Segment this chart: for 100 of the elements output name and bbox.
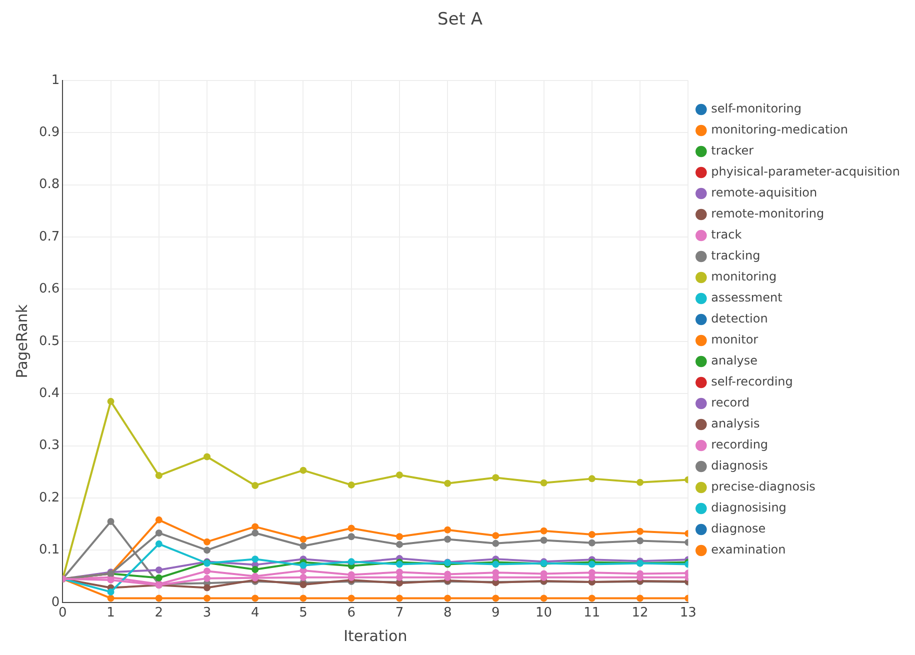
point: [396, 540, 403, 548]
x-tick-label: 6: [347, 606, 356, 621]
point: [636, 478, 644, 486]
point: [492, 474, 500, 482]
point: [155, 574, 162, 582]
point: [444, 536, 452, 543]
legend-label: analysis: [711, 416, 760, 431]
y-tick-label: 0.9: [38, 124, 60, 140]
y-tick-label: 0.8: [38, 177, 60, 192]
point: [300, 562, 307, 569]
point: [252, 594, 259, 602]
legend-label: self-monitoring: [711, 102, 802, 116]
x-tick-label: 8: [443, 606, 452, 621]
point: [588, 539, 596, 546]
point: [396, 533, 403, 540]
chart-title: Set A: [438, 10, 483, 30]
x-tick-label: 11: [584, 606, 600, 621]
x-tick-label: 1: [106, 606, 115, 621]
legend-label: diagnosis: [711, 458, 768, 473]
legend-label: assessment: [711, 290, 783, 305]
x-tick-label: 5: [299, 606, 308, 621]
legend-label: detection: [711, 312, 768, 326]
point: [204, 538, 211, 546]
y-tick-label: 1: [51, 72, 60, 88]
legend-label: precise-diagnosis: [711, 480, 816, 494]
legend-label: self-recording: [711, 374, 793, 389]
point: [155, 566, 162, 574]
point: [636, 537, 644, 544]
point: [155, 472, 162, 480]
point: [396, 594, 403, 602]
point: [252, 482, 259, 489]
point: [204, 584, 211, 592]
x-tick-label: 2: [154, 606, 164, 621]
point: [155, 516, 162, 524]
legend-label: diagnose: [711, 522, 766, 536]
point: [492, 540, 500, 547]
point: [300, 536, 307, 543]
x-tick-label: 4: [250, 606, 260, 621]
legend-label: monitor: [711, 332, 758, 347]
y-tick-label: 0.3: [38, 438, 60, 454]
y-tick-label: 0.1: [38, 542, 60, 558]
point: [348, 481, 355, 488]
point: [300, 594, 307, 602]
point: [252, 566, 259, 574]
legend-label: monitoring: [711, 270, 777, 284]
point: [300, 466, 307, 474]
x-tick-label: 13: [680, 606, 696, 621]
point: [252, 529, 259, 536]
y-tick-label: 0: [51, 594, 60, 610]
point: [252, 523, 259, 530]
legend-label: diagnosising: [711, 500, 786, 515]
y-tick-label: 0.6: [38, 282, 60, 297]
point: [492, 594, 500, 602]
point: [204, 453, 211, 460]
point: [155, 529, 162, 536]
point: [396, 574, 403, 581]
y-tick-label: 0.7: [38, 229, 60, 244]
point: [107, 576, 114, 584]
legend-label: remote-monitoring: [711, 206, 824, 221]
point: [155, 540, 162, 548]
x-tick-label: 7: [395, 606, 404, 621]
legend-label: recording: [711, 438, 768, 452]
point: [444, 480, 452, 487]
point: [636, 528, 644, 535]
point: [588, 475, 596, 482]
point: [204, 594, 211, 602]
point: [107, 588, 114, 596]
x-tick-label: 12: [632, 606, 648, 621]
x-tick-label: 3: [202, 606, 212, 621]
point: [540, 527, 548, 534]
point: [204, 568, 211, 575]
x-tick-label: 10: [536, 606, 552, 621]
point: [107, 518, 114, 525]
point: [444, 594, 452, 602]
point: [348, 594, 355, 602]
y-tick-label: 0.2: [38, 490, 60, 506]
point: [636, 594, 644, 602]
legend-label: remote-aquisition: [711, 186, 818, 200]
legend-label: monitoring-medication: [711, 122, 848, 137]
point: [252, 556, 259, 563]
point: [107, 594, 114, 602]
legend-label: examination: [711, 542, 786, 557]
y-tick-label: 0.5: [38, 334, 60, 349]
x-axis-title: Iteration: [344, 626, 408, 645]
point: [444, 526, 452, 534]
point: [300, 542, 307, 550]
point: [155, 594, 162, 602]
point: [540, 594, 548, 602]
legend-label: analyse: [711, 354, 758, 368]
legend-label: tracker: [711, 144, 754, 158]
point: [540, 479, 548, 486]
legend-label: track: [711, 228, 742, 242]
x-tick-label: 9: [492, 606, 500, 621]
point: [396, 472, 403, 479]
point: [348, 524, 355, 532]
legend-label: phyisical-parameter-acquisition: [711, 164, 900, 179]
point: [204, 574, 211, 582]
point: [348, 533, 355, 540]
point: [300, 574, 307, 581]
point: [540, 536, 548, 544]
